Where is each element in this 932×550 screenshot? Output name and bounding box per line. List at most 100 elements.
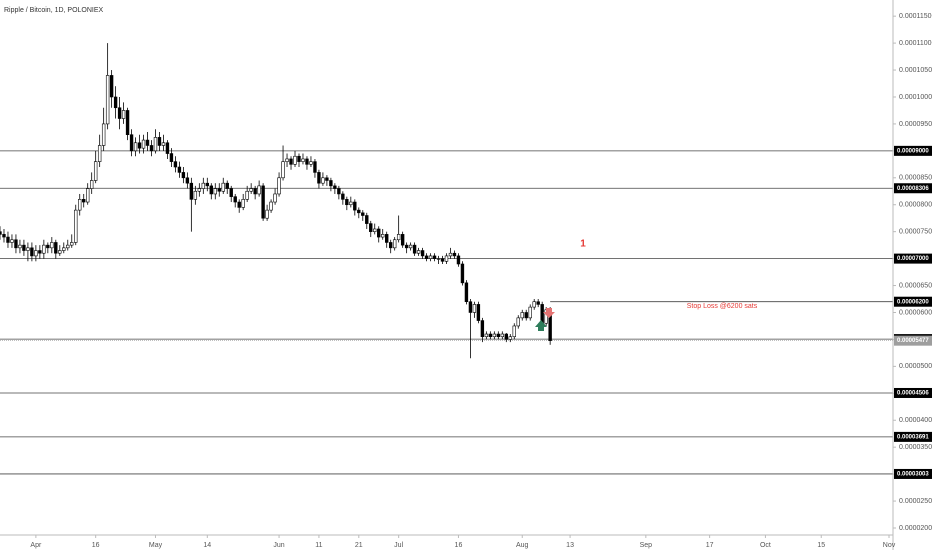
candle-body xyxy=(62,247,66,251)
candle-body xyxy=(50,242,54,249)
candle-body xyxy=(480,320,485,338)
candle-body xyxy=(201,182,206,189)
candle-body xyxy=(408,244,413,249)
candle-body xyxy=(209,185,213,195)
candle-body xyxy=(448,252,453,257)
candle-body xyxy=(2,234,6,238)
y-tick-label: 0.00011000 xyxy=(899,40,932,47)
candle-body xyxy=(6,236,10,243)
sell-arrow xyxy=(543,308,555,318)
candle-body xyxy=(420,250,425,257)
x-tick-label: 14 xyxy=(203,542,211,549)
candle-body xyxy=(245,190,249,200)
x-tick-label: Aug xyxy=(516,542,529,549)
annotation: Stop Loss @6200 sats xyxy=(687,303,758,310)
level-label-box xyxy=(894,431,932,442)
candle-body xyxy=(261,185,265,219)
level-label-box xyxy=(894,296,932,307)
candle-body xyxy=(472,304,477,313)
x-tick-label: 16 xyxy=(92,542,100,549)
candle-body xyxy=(233,196,237,203)
buy-arrow xyxy=(535,320,547,331)
candle-body xyxy=(524,312,528,319)
candle-body xyxy=(536,301,540,305)
candle-body xyxy=(169,153,174,162)
candle-body xyxy=(82,199,86,203)
level-label-box xyxy=(894,145,932,156)
level-label: 0.00003691 xyxy=(897,434,929,440)
x-tick-label: 17 xyxy=(706,542,714,549)
x-tick-label: 15 xyxy=(817,542,825,549)
candle-body xyxy=(78,199,82,211)
candle-body xyxy=(337,188,341,195)
candle-body xyxy=(325,177,329,181)
annotation: 1 xyxy=(580,239,586,250)
candle-body xyxy=(349,201,353,206)
candle-body xyxy=(18,244,22,249)
candle-body xyxy=(225,182,229,189)
candle-body xyxy=(161,142,166,146)
candle-body xyxy=(237,201,241,208)
candle-body xyxy=(329,180,333,187)
candle-body xyxy=(377,228,381,238)
level-label: 0.00006200 xyxy=(897,299,929,305)
candle-body xyxy=(205,182,209,187)
x-tick-label: Oct xyxy=(760,542,771,549)
candle-body xyxy=(125,110,130,135)
candle-body xyxy=(281,161,285,179)
candle-body xyxy=(249,188,253,192)
candle-body xyxy=(0,231,2,235)
candle-body xyxy=(365,215,369,224)
candle-body xyxy=(508,336,512,340)
x-tick-label: 16 xyxy=(455,542,463,549)
candle-body xyxy=(177,166,182,173)
candle-body xyxy=(444,255,449,262)
x-tick-label: May xyxy=(149,542,163,549)
candle-body xyxy=(86,188,90,203)
candle-body xyxy=(345,199,349,206)
candle-body xyxy=(70,242,74,246)
candle-body xyxy=(313,161,317,173)
x-tick-label: 13 xyxy=(566,542,574,549)
candle-body xyxy=(93,161,98,181)
level-label: 0.00009000 xyxy=(897,148,929,154)
level-label: 0.00008306 xyxy=(897,186,929,192)
candle-body xyxy=(309,161,313,165)
candle-body xyxy=(181,172,186,179)
candle-body xyxy=(10,239,14,243)
level-label: 0.00004506 xyxy=(897,391,929,397)
candle-body xyxy=(436,258,441,260)
candle-body xyxy=(129,134,134,152)
candle-body xyxy=(385,234,389,243)
candle-body xyxy=(113,96,118,109)
candle-body xyxy=(516,317,520,327)
x-tick-label: Jul xyxy=(394,542,403,549)
level-label-box xyxy=(894,253,932,264)
candle-body xyxy=(504,333,508,340)
last-price-label: 0.00005477 xyxy=(897,338,929,344)
level-label-box xyxy=(894,468,932,479)
candle-body xyxy=(46,244,50,249)
candle-body xyxy=(145,139,150,146)
candle-body xyxy=(452,252,457,257)
candle-body xyxy=(253,188,257,195)
candle-body xyxy=(484,333,489,338)
candle-body xyxy=(229,188,233,197)
candle-body xyxy=(353,201,357,211)
candle-body xyxy=(333,185,337,189)
candle-body xyxy=(34,250,38,257)
candle-body xyxy=(117,107,122,119)
candle-body xyxy=(22,244,26,251)
candle-body xyxy=(428,255,433,259)
candle-body xyxy=(157,137,162,146)
candle-body xyxy=(221,182,225,192)
